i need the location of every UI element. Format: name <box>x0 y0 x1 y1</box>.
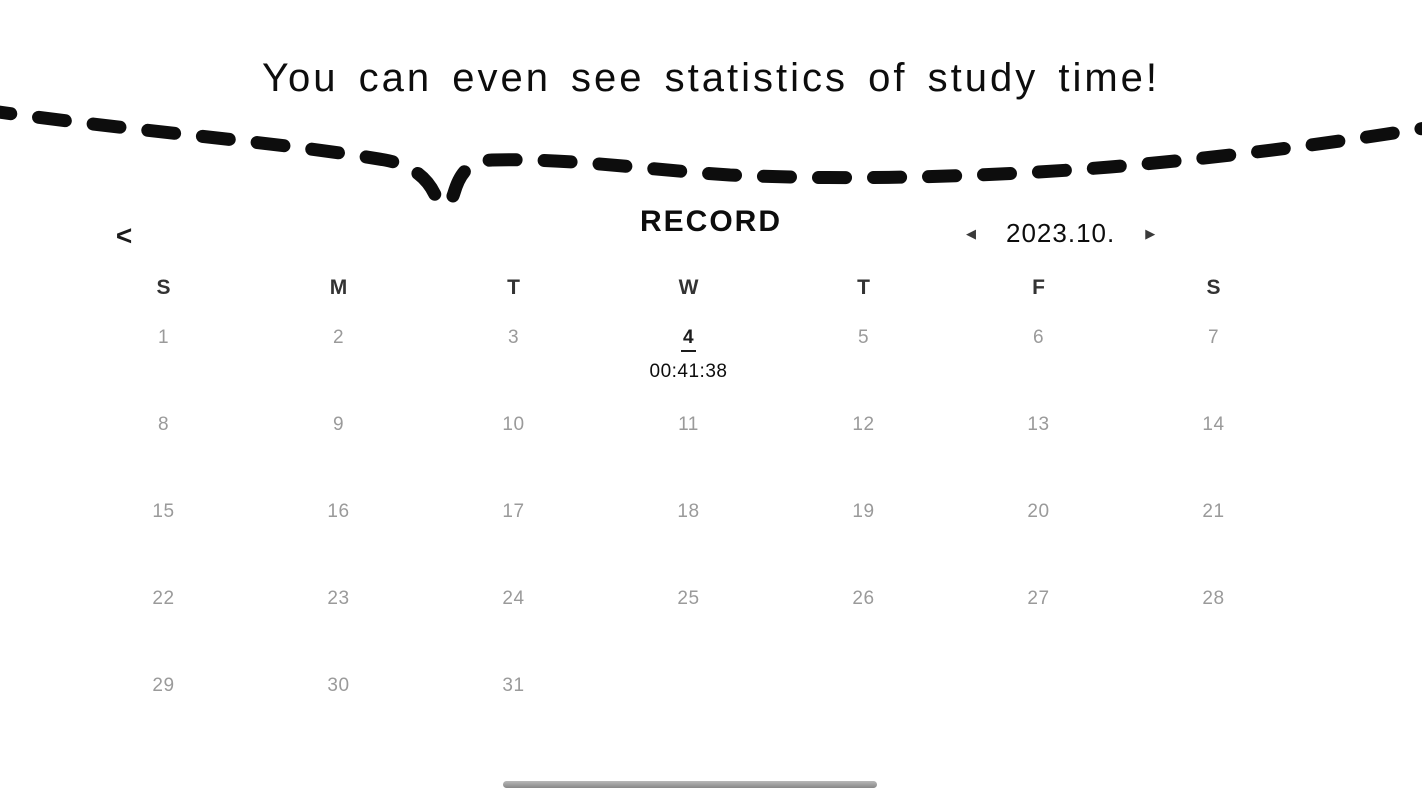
calendar-day[interactable]: 29 <box>152 675 175 696</box>
calendar-day[interactable]: 25 <box>677 588 700 609</box>
calendar-day[interactable]: 13 <box>1027 414 1050 435</box>
calendar-day[interactable]: 23 <box>327 588 350 609</box>
day-header-sun: S <box>156 276 171 299</box>
calendar-day[interactable]: 18 <box>677 501 700 522</box>
day-header-mon: M <box>329 276 348 299</box>
calendar-day[interactable]: 7 <box>1207 327 1220 348</box>
calendar-day[interactable]: 10 <box>502 414 525 435</box>
calendar-day[interactable]: 5 <box>857 327 870 348</box>
calendar-day[interactable]: 6 <box>1032 327 1045 348</box>
calendar-day[interactable]: 3 <box>507 327 520 348</box>
day-header-sat: S <box>1206 276 1221 299</box>
tagline-text: You can even see statistics of study tim… <box>261 56 1161 100</box>
page-title: RECORD <box>639 205 782 238</box>
calendar-day[interactable]: 31 <box>502 675 525 696</box>
month-navigation: ◀ 2023.10. ▶ <box>962 218 1159 249</box>
calendar-day[interactable]: 21 <box>1202 501 1225 522</box>
day-header-thu: T <box>857 276 870 299</box>
calendar-day[interactable]: 16 <box>327 501 350 522</box>
back-button[interactable]: < <box>115 220 133 251</box>
calendar-day-empty <box>601 659 776 746</box>
calendar-day-selected[interactable]: 4 00:41:38 <box>601 311 776 398</box>
day-header-tue: T <box>507 276 520 299</box>
month-label[interactable]: 2023.10. <box>1006 218 1116 248</box>
study-time-label: 00:41:38 <box>649 361 728 382</box>
calendar-day[interactable]: 20 <box>1027 501 1050 522</box>
calendar-day[interactable]: 30 <box>327 675 350 696</box>
calendar-day[interactable]: 11 <box>678 414 699 435</box>
calendar-day[interactable]: 28 <box>1202 588 1225 609</box>
calendar-day[interactable]: 15 <box>152 501 175 522</box>
calendar-day[interactable]: 24 <box>502 588 525 609</box>
calendar-day[interactable]: 8 <box>157 414 170 435</box>
calendar-day[interactable]: 1 <box>157 327 170 348</box>
calendar-day-empty <box>1126 659 1301 746</box>
selected-day-number: 4 <box>680 327 697 352</box>
calendar-day[interactable]: 9 <box>332 414 345 435</box>
day-header-fri: F <box>1032 276 1045 299</box>
day-header-wed: W <box>678 276 699 299</box>
calendar-day-empty <box>951 659 1126 746</box>
calendar-day-empty <box>776 659 951 746</box>
calendar-day[interactable]: 2 <box>332 327 345 348</box>
calendar-day[interactable]: 19 <box>852 501 875 522</box>
calendar-day[interactable]: 12 <box>852 414 875 435</box>
calendar-day[interactable]: 22 <box>152 588 175 609</box>
calendar-day[interactable]: 17 <box>502 501 525 522</box>
gesture-navigation-bar[interactable] <box>503 781 877 788</box>
calendar-day[interactable]: 27 <box>1027 588 1050 609</box>
prev-month-icon[interactable]: ◀ <box>966 226 976 241</box>
calendar-grid: S M T W T F S 1 2 3 4 00:41:38 5 6 7 8 9… <box>76 265 1301 746</box>
calendar-day[interactable]: 14 <box>1202 414 1225 435</box>
next-month-icon[interactable]: ▶ <box>1145 226 1156 241</box>
calendar-day[interactable]: 26 <box>852 588 875 609</box>
